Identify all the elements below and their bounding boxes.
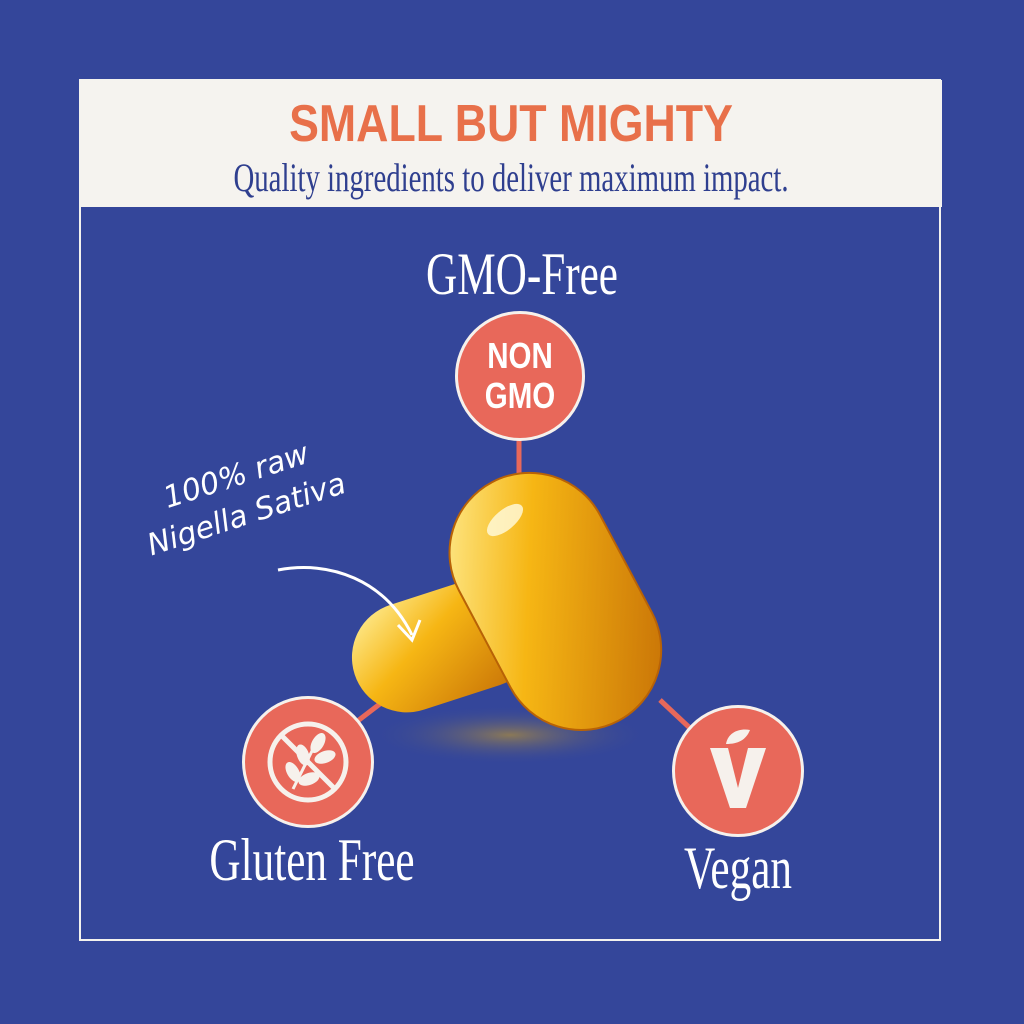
header-banner: SMALL BUT MIGHTY Quality ingredients to … (80, 80, 942, 207)
vegan-badge (672, 705, 804, 837)
gluten-free-label: Gluten Free (209, 827, 415, 893)
non-gmo-badge: NON GMO (455, 311, 585, 441)
headline: SMALL BUT MIGHTY (289, 95, 733, 153)
gmo-free-label: GMO-Free (426, 241, 618, 307)
badge-text: NON (487, 335, 553, 376)
gluten-free-badge (242, 696, 374, 828)
arrow-icon (277, 566, 414, 636)
capsule-front (448, 471, 663, 731)
badge-text: GMO (484, 375, 556, 416)
vegan-label: Vegan (684, 835, 792, 901)
vegan-leaf-v-icon (710, 729, 766, 808)
connector-line (658, 698, 694, 732)
subheadline: Quality ingredients to deliver maximum i… (233, 155, 789, 200)
no-wheat-icon (267, 721, 349, 803)
